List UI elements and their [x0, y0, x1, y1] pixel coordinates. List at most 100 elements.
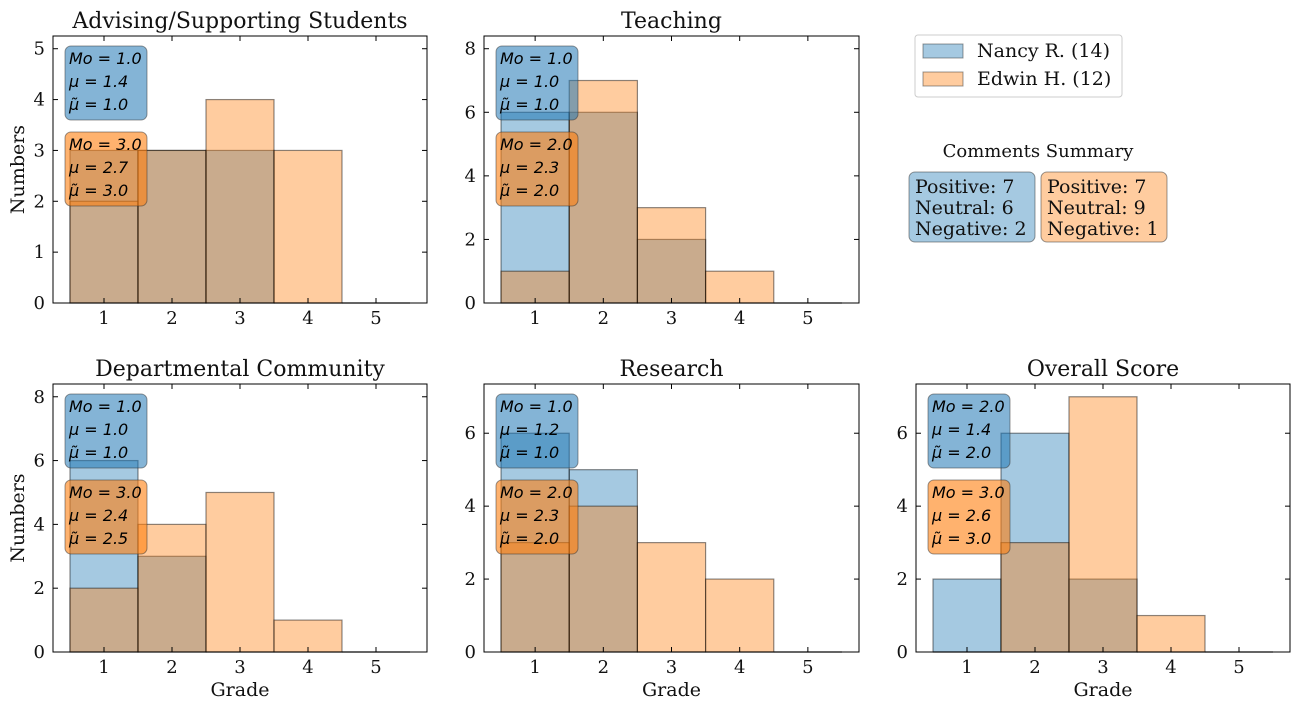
y-tick-label-4: 4 [34, 90, 45, 111]
stats-box-nancy [495, 45, 579, 121]
x-tick-label-4: 4 [734, 657, 745, 678]
stats-edwin-0: Mo = 2.0 [500, 483, 573, 502]
bar-nancy-grade-2 [137, 555, 207, 653]
bar-nancy-grade-2 [137, 149, 207, 304]
panel-title: Advising/Supporting Students [71, 9, 407, 34]
x-tick-label-3: 3 [666, 657, 677, 678]
stats-nancy-1: μ = 1.4 [68, 72, 128, 91]
bar-edwin-grade-3 [1068, 396, 1138, 653]
bar-edwin-grade-4 [704, 270, 775, 304]
stats-nancy-2: μ̃ = 1.0 [68, 443, 128, 462]
y-tick-label-2: 2 [34, 578, 45, 599]
y-tick-label-3: 3 [34, 140, 45, 161]
x-axis-label: Grade [211, 679, 270, 701]
stats-box-edwin [495, 479, 579, 555]
bar-edwin-grade-3 [205, 491, 275, 653]
x-tick-label-4: 4 [302, 657, 313, 678]
bar-nancy-grade-2 [1000, 432, 1070, 653]
y-tick-label-2: 2 [34, 191, 45, 212]
stats-nancy-0: Mo = 1.0 [69, 49, 142, 68]
y-tick-label-5: 5 [34, 39, 45, 60]
panel-title: Departmental Community [95, 357, 385, 382]
stats-edwin-0: Mo = 3.0 [932, 483, 1005, 502]
y-tick-label-6: 6 [465, 102, 476, 123]
stats-nancy-1: μ = 1.0 [68, 420, 128, 439]
bar-edwin-grade-3 [636, 542, 707, 653]
legend: Nancy R. (14) Edwin H. (12) [914, 34, 1123, 98]
comments-edwin-negative: Negative: 1 [1047, 218, 1159, 240]
x-tick-label-4: 4 [1165, 657, 1176, 678]
bar-nancy-grade-2 [568, 111, 639, 304]
panel-2: 1 2 3 4 5 0 2 4 6 8 Teaching Mo = 1.0 μ = 1.0 μ̃ = 1.… [465, 9, 860, 329]
stats-box-edwin [64, 131, 148, 207]
panel-3: 1 2 3 4 5 0 2 4 6 8 Departmental Community Grade Num… [7, 357, 428, 701]
y-tick-label-2: 2 [465, 229, 476, 250]
x-tick-label-3: 3 [1097, 657, 1108, 678]
x-tick-label-2: 2 [1029, 657, 1040, 678]
bar-edwin-grade-1 [69, 200, 139, 304]
x-tick-label-2: 2 [598, 308, 609, 329]
comments-nancy-negative: Negative: 2 [915, 218, 1027, 240]
x-tick-label-5: 5 [802, 308, 813, 329]
stats-box-edwin [495, 131, 579, 207]
x-tick-label-5: 5 [802, 657, 813, 678]
stats-edwin-1: μ = 2.6 [931, 506, 991, 525]
bar-nancy-grade-1 [932, 578, 1002, 653]
stats-edwin-1: μ = 2.4 [68, 506, 128, 525]
x-axis-label: Grade [1074, 679, 1133, 701]
y-tick-label-0: 0 [897, 642, 908, 663]
y-tick-label-1: 1 [34, 242, 45, 263]
stats-box-nancy [64, 393, 148, 469]
x-axis-label: Grade [642, 679, 701, 701]
stats-nancy-0: Mo = 1.0 [69, 397, 142, 416]
bar-edwin-grade-2 [568, 505, 639, 653]
stats-edwin-2: μ̃ = 2.0 [499, 529, 559, 548]
x-tick-label-2: 2 [166, 308, 177, 329]
bar-edwin-grade-4 [704, 578, 775, 653]
panel-4: 1 2 3 4 5 0 2 4 6 Research Grade Mo = 1.0 μ = 1.2 μ̃ … [465, 357, 860, 701]
y-tick-label-0: 0 [34, 642, 45, 663]
x-tick-label-5: 5 [370, 308, 381, 329]
stats-edwin-2: μ̃ = 3.0 [68, 181, 128, 200]
bar-edwin-grade-2 [137, 523, 207, 653]
y-tick-label-2: 2 [465, 569, 476, 590]
legend-label-edwin: Edwin H. (12) [977, 68, 1111, 90]
stats-nancy-1: μ = 1.0 [499, 72, 559, 91]
y-tick-label-0: 0 [465, 293, 476, 314]
comments-summary: Comments Summary Positive: 7 Neutral: 6 … [908, 141, 1168, 243]
stats-nancy-0: Mo = 1.0 [500, 49, 573, 68]
stats-edwin-0: Mo = 3.0 [69, 135, 142, 154]
x-tick-label-3: 3 [234, 657, 245, 678]
bar-edwin-grade-4 [273, 149, 343, 304]
y-tick-label-8: 8 [465, 39, 476, 60]
stats-box-edwin [64, 479, 148, 555]
stats-edwin-0: Mo = 2.0 [500, 135, 573, 154]
bar-edwin-grade-3 [205, 98, 275, 304]
stats-edwin-0: Mo = 3.0 [69, 483, 142, 502]
x-tick-label-5: 5 [1233, 657, 1244, 678]
bar-edwin-grade-2 [1000, 542, 1070, 653]
stats-nancy-2: μ̃ = 2.0 [931, 443, 991, 462]
x-tick-label-3: 3 [666, 308, 677, 329]
bar-edwin-grade-2 [137, 149, 207, 304]
legend-swatch-nancy [922, 43, 964, 59]
x-tick-label-1: 1 [98, 657, 109, 678]
comments-nancy-positive: Positive: 7 [915, 176, 1015, 198]
x-tick-label-1: 1 [529, 657, 540, 678]
x-tick-label-2: 2 [598, 657, 609, 678]
stats-box-nancy [927, 393, 1011, 469]
legend-label-nancy: Nancy R. (14) [977, 40, 1110, 62]
bar-nancy-grade-2 [568, 469, 639, 653]
y-tick-label-2: 2 [897, 569, 908, 590]
y-tick-label-0: 0 [465, 642, 476, 663]
stats-box-edwin [927, 479, 1011, 555]
y-tick-label-4: 4 [897, 496, 908, 517]
stats-nancy-1: μ = 1.4 [931, 420, 991, 439]
stats-nancy-0: Mo = 2.0 [932, 397, 1005, 416]
stats-nancy-0: Mo = 1.0 [500, 397, 573, 416]
stats-nancy-2: μ̃ = 1.0 [499, 95, 559, 114]
stats-edwin-2: μ̃ = 2.5 [68, 529, 128, 548]
x-tick-label-2: 2 [166, 657, 177, 678]
panel-title: Teaching [621, 9, 722, 34]
